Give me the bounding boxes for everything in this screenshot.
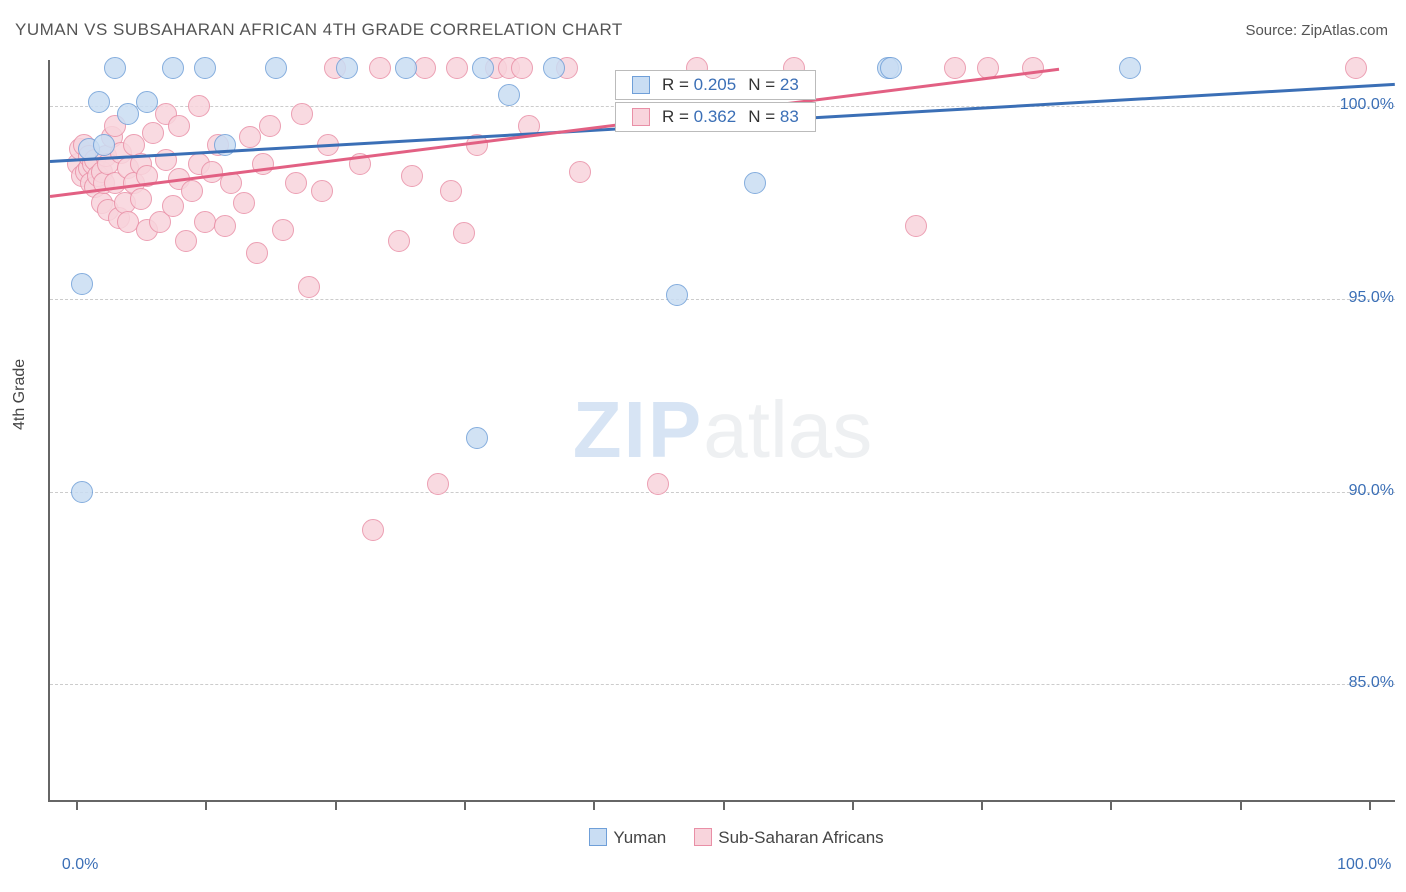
data-point bbox=[130, 188, 152, 210]
data-point bbox=[252, 153, 274, 175]
data-point bbox=[71, 273, 93, 295]
watermark: ZIPatlas bbox=[573, 384, 872, 476]
x-tick bbox=[464, 800, 466, 810]
data-point bbox=[194, 57, 216, 79]
data-point bbox=[427, 473, 449, 495]
r-label: R = 0.362 bbox=[662, 107, 736, 127]
legend-label: Sub-Saharan Africans bbox=[718, 828, 883, 847]
n-label: N = 83 bbox=[748, 107, 799, 127]
x-tick bbox=[593, 800, 595, 810]
x-tick bbox=[76, 800, 78, 810]
data-point bbox=[1022, 57, 1044, 79]
x-tick bbox=[335, 800, 337, 810]
y-tick-label: 90.0% bbox=[1349, 482, 1394, 500]
data-point bbox=[1345, 57, 1367, 79]
data-point bbox=[472, 57, 494, 79]
legend-swatch bbox=[632, 108, 650, 126]
gridline bbox=[50, 492, 1395, 493]
scatter-plot-area: ZIPatlas YumanSub-Saharan Africans R = 0… bbox=[48, 60, 1395, 802]
data-point bbox=[569, 161, 591, 183]
x-tick bbox=[205, 800, 207, 810]
data-point bbox=[162, 57, 184, 79]
data-point bbox=[93, 134, 115, 156]
data-point bbox=[1119, 57, 1141, 79]
y-tick-label: 85.0% bbox=[1349, 674, 1394, 692]
data-point bbox=[395, 57, 417, 79]
data-point bbox=[311, 180, 333, 202]
data-point bbox=[369, 57, 391, 79]
data-point bbox=[336, 57, 358, 79]
x-tick-label: 0.0% bbox=[62, 856, 98, 874]
r-label: R = 0.205 bbox=[662, 75, 736, 95]
data-point bbox=[362, 519, 384, 541]
legend-swatch bbox=[589, 828, 607, 846]
source-label: Source: ZipAtlas.com bbox=[1245, 22, 1388, 39]
legend-label: Yuman bbox=[613, 828, 666, 847]
data-point bbox=[142, 122, 164, 144]
data-point bbox=[117, 103, 139, 125]
data-point bbox=[401, 165, 423, 187]
n-label: N = 23 bbox=[748, 75, 799, 95]
data-point bbox=[388, 230, 410, 252]
data-point bbox=[880, 57, 902, 79]
data-point bbox=[543, 57, 565, 79]
chart-title: YUMAN VS SUBSAHARAN AFRICAN 4TH GRADE CO… bbox=[15, 20, 623, 40]
x-tick bbox=[981, 800, 983, 810]
data-point bbox=[181, 180, 203, 202]
x-tick bbox=[1369, 800, 1371, 810]
gridline bbox=[50, 684, 1395, 685]
data-point bbox=[744, 172, 766, 194]
trend-line bbox=[50, 68, 1059, 198]
gridline bbox=[50, 299, 1395, 300]
data-point bbox=[498, 84, 520, 106]
data-point bbox=[265, 57, 287, 79]
data-point bbox=[453, 222, 475, 244]
data-point bbox=[414, 57, 436, 79]
correlation-stat-box: R = 0.362 N = 83 bbox=[615, 102, 816, 132]
legend-swatch bbox=[694, 828, 712, 846]
data-point bbox=[188, 95, 210, 117]
y-tick-label: 95.0% bbox=[1349, 289, 1394, 307]
data-point bbox=[88, 91, 110, 113]
legend: Yuman Sub-Saharan Africans bbox=[50, 828, 1395, 848]
data-point bbox=[298, 276, 320, 298]
data-point bbox=[162, 195, 184, 217]
data-point bbox=[71, 481, 93, 503]
data-point bbox=[666, 284, 688, 306]
y-axis-label: 4th Grade bbox=[11, 359, 29, 430]
x-tick bbox=[723, 800, 725, 810]
data-point bbox=[214, 215, 236, 237]
data-point bbox=[511, 57, 533, 79]
data-point bbox=[285, 172, 307, 194]
data-point bbox=[440, 180, 462, 202]
data-point bbox=[291, 103, 313, 125]
data-point bbox=[175, 230, 197, 252]
data-point bbox=[168, 115, 190, 137]
data-point bbox=[272, 219, 294, 241]
y-tick-label: 100.0% bbox=[1340, 96, 1394, 114]
data-point bbox=[239, 126, 261, 148]
correlation-stat-box: R = 0.205 N = 23 bbox=[615, 70, 816, 100]
legend-swatch bbox=[632, 76, 650, 94]
x-tick bbox=[1240, 800, 1242, 810]
data-point bbox=[466, 427, 488, 449]
data-point bbox=[233, 192, 255, 214]
data-point bbox=[259, 115, 281, 137]
data-point bbox=[246, 242, 268, 264]
data-point bbox=[905, 215, 927, 237]
data-point bbox=[446, 57, 468, 79]
data-point bbox=[647, 473, 669, 495]
data-point bbox=[104, 57, 126, 79]
x-tick bbox=[852, 800, 854, 810]
x-tick-label: 100.0% bbox=[1337, 856, 1391, 874]
data-point bbox=[944, 57, 966, 79]
x-tick bbox=[1110, 800, 1112, 810]
data-point bbox=[194, 211, 216, 233]
